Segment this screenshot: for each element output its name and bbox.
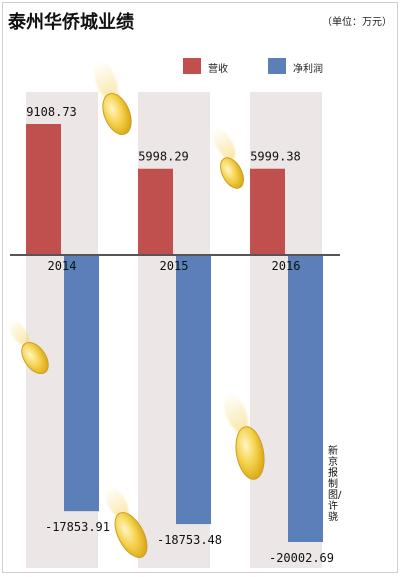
x-tick-label: 2016 [272, 259, 301, 273]
legend-swatch-profit [268, 58, 286, 74]
bar-profit-2015 [176, 255, 211, 525]
data-label-profit: -18753.48 [157, 533, 222, 547]
data-label-revenue: 5999.38 [250, 150, 301, 164]
data-label-revenue: 5998.29 [138, 150, 189, 164]
legend-swatch-revenue [183, 58, 201, 74]
x-tick-label: 2015 [160, 259, 189, 273]
x-tick-label: 2014 [48, 259, 77, 273]
bar-revenue-2015 [138, 168, 173, 255]
bar-revenue-2016 [250, 168, 285, 255]
data-label-profit: -17853.91 [45, 520, 110, 534]
bar-profit-2014 [64, 255, 99, 512]
legend-label-profit: 净利润 [293, 64, 323, 75]
data-label-revenue: 9108.73 [26, 105, 77, 119]
bar-revenue-2014 [26, 124, 61, 255]
unit-label: （单位：万元） [322, 17, 392, 28]
chart-title: 泰州华侨城业绩 [8, 12, 134, 33]
data-label-profit: -20002.69 [269, 551, 334, 565]
bar-profit-2016 [288, 255, 323, 542]
legend-label-revenue: 营收 [208, 64, 228, 75]
credit-text: 新京报制图/许骁 [328, 446, 342, 523]
